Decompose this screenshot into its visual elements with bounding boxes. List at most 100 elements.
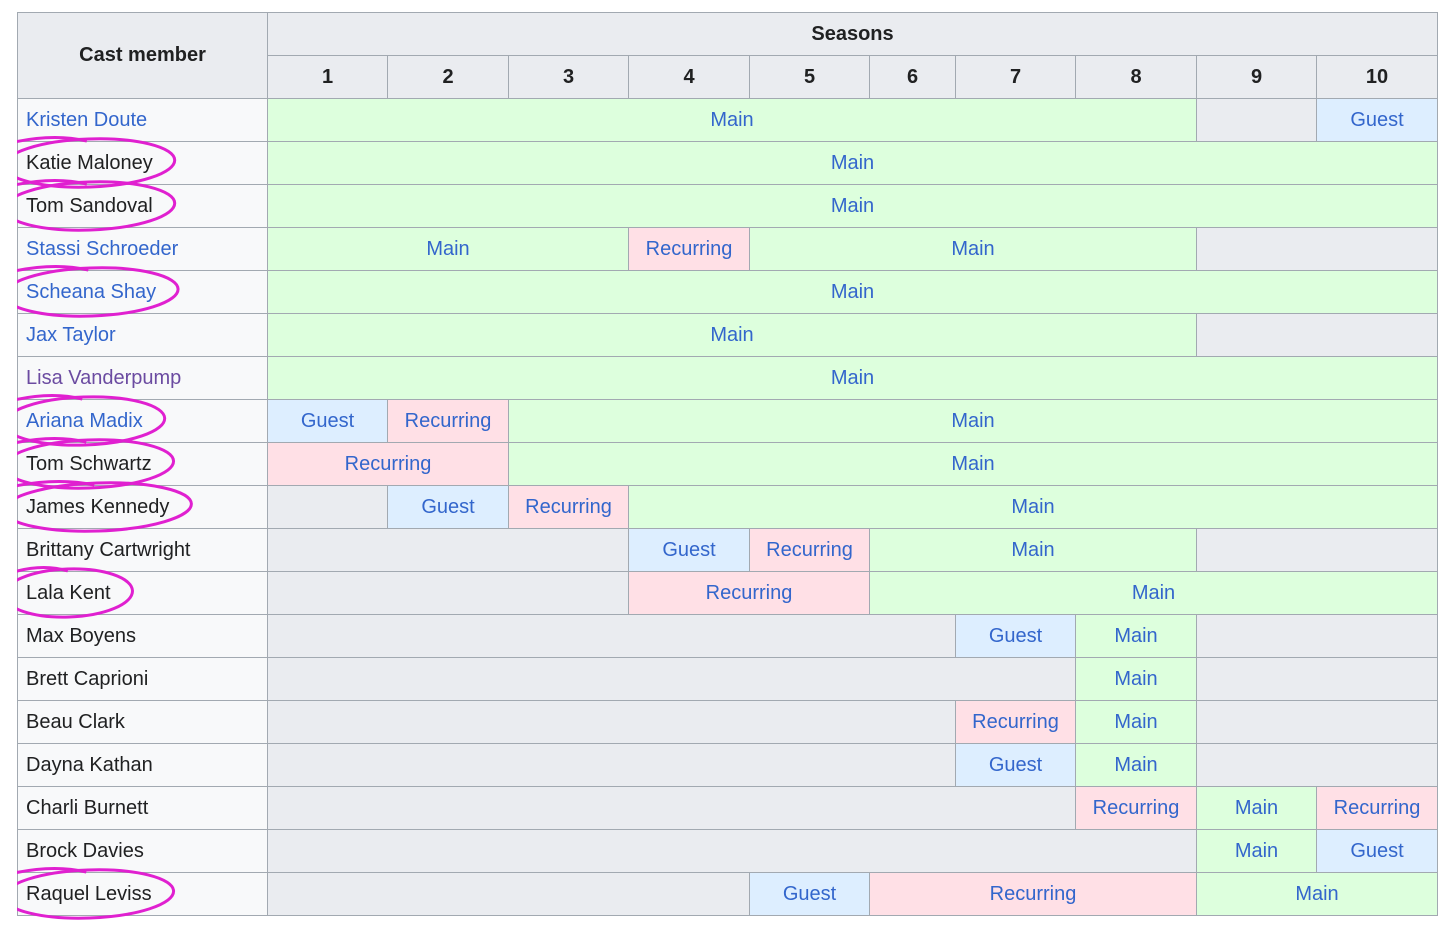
cast-member-header: Cast member — [17, 12, 268, 99]
status-cell-main: Main — [1075, 657, 1197, 701]
cast-member-name: Tom Sandoval — [17, 184, 268, 228]
status-cell-main: Main — [508, 442, 1438, 486]
status-cell-none — [267, 786, 1076, 830]
season-header-5: 5 — [749, 55, 870, 99]
cast-member-name[interactable]: Ariana Madix — [17, 399, 268, 443]
table-row: Scheana Shay Main — [17, 270, 1438, 314]
status-cell-main: Main — [1075, 743, 1197, 787]
status-cell-main: Main — [267, 270, 1438, 314]
status-cell-recurring: Recurring — [628, 227, 750, 271]
status-cell-guest: Guest — [1316, 829, 1438, 873]
cast-member-name: Lala Kent — [17, 571, 268, 615]
cast-member-name[interactable]: Scheana Shay — [17, 270, 268, 314]
status-cell-main: Main — [267, 313, 1197, 357]
status-cell-guest: Guest — [628, 528, 750, 572]
table-row: Kristen Doute Main Guest — [17, 98, 1438, 142]
status-cell-recurring: Recurring — [869, 872, 1197, 916]
status-cell-none — [1196, 743, 1438, 787]
status-cell-main: Main — [267, 98, 1197, 142]
status-cell-guest: Guest — [955, 614, 1076, 658]
status-cell-none — [267, 872, 750, 916]
table-row: Beau Clark Recurring Main — [17, 700, 1438, 744]
status-cell-main: Main — [869, 528, 1197, 572]
season-header-7: 7 — [955, 55, 1076, 99]
season-header-2: 2 — [387, 55, 509, 99]
status-cell-recurring: Recurring — [749, 528, 870, 572]
status-cell-none — [267, 614, 956, 658]
season-header-8: 8 — [1075, 55, 1197, 99]
table-row: Brett Caprioni Main — [17, 657, 1438, 701]
cast-table-wrapper: Cast member Seasons 1 2 3 4 5 6 7 8 9 10 Kristen … — [17, 12, 1438, 920]
status-cell-main: Main — [1075, 700, 1197, 744]
table-row: Lala Kent Recurring Main — [17, 571, 1438, 615]
cast-member-name: Charli Burnett — [17, 786, 268, 830]
status-cell-none — [1196, 313, 1438, 357]
status-cell-guest: Guest — [749, 872, 870, 916]
cast-member-name: James Kennedy — [17, 485, 268, 529]
status-cell-recurring: Recurring — [955, 700, 1076, 744]
season-header-4: 4 — [628, 55, 750, 99]
status-cell-none — [267, 528, 629, 572]
cast-member-name: Brett Caprioni — [17, 657, 268, 701]
table-row: Tom Schwartz Recurring Main — [17, 442, 1438, 486]
status-cell-none — [267, 571, 629, 615]
status-cell-main: Main — [1196, 786, 1317, 830]
status-cell-main: Main — [1196, 872, 1438, 916]
table-row: Stassi Schroeder Main Recurring Main — [17, 227, 1438, 271]
status-cell-guest: Guest — [955, 743, 1076, 787]
cast-member-name: Dayna Kathan — [17, 743, 268, 787]
table-row: Tom Sandoval Main — [17, 184, 1438, 228]
cast-member-name: Brittany Cartwright — [17, 528, 268, 572]
table-row: Brittany Cartwright Guest Recurring Main — [17, 528, 1438, 572]
table-row: Jax Taylor Main — [17, 313, 1438, 357]
table-row: Lisa Vanderpump Main — [17, 356, 1438, 400]
status-cell-main: Main — [267, 184, 1438, 228]
status-cell-main: Main — [749, 227, 1197, 271]
season-header-1: 1 — [267, 55, 388, 99]
season-header-10: 10 — [1316, 55, 1438, 99]
cast-member-name[interactable]: Stassi Schroeder — [17, 227, 268, 271]
status-cell-none — [267, 700, 956, 744]
status-cell-guest: Guest — [1316, 98, 1438, 142]
status-cell-none — [267, 485, 388, 529]
status-cell-main: Main — [869, 571, 1438, 615]
cast-table: Cast member Seasons 1 2 3 4 5 6 7 8 9 10 Kristen … — [17, 12, 1438, 916]
table-row: Katie Maloney Main — [17, 141, 1438, 185]
cast-member-name: Beau Clark — [17, 700, 268, 744]
table-row: Ariana Madix Guest Recurring Main — [17, 399, 1438, 443]
cast-member-name: Katie Maloney — [17, 141, 268, 185]
status-cell-main: Main — [267, 141, 1438, 185]
status-cell-main: Main — [628, 485, 1438, 529]
status-cell-none — [1196, 657, 1438, 701]
table-row: Dayna Kathan Guest Main — [17, 743, 1438, 787]
status-cell-none — [267, 829, 1197, 873]
cast-member-name: Raquel Leviss — [17, 872, 268, 916]
season-header-9: 9 — [1196, 55, 1317, 99]
table-row: James Kennedy Guest Recurring Main — [17, 485, 1438, 529]
cast-member-name[interactable]: Kristen Doute — [17, 98, 268, 142]
status-cell-none — [1196, 98, 1317, 142]
season-header-6: 6 — [869, 55, 956, 99]
status-cell-guest: Guest — [387, 485, 509, 529]
cast-member-name[interactable]: Lisa Vanderpump — [17, 356, 268, 400]
status-cell-none — [1196, 700, 1438, 744]
status-cell-none — [1196, 528, 1438, 572]
status-cell-main: Main — [508, 399, 1438, 443]
status-cell-none — [267, 743, 956, 787]
status-cell-none — [267, 657, 1076, 701]
table-row: Raquel Leviss Guest Recurring Main — [17, 872, 1438, 916]
status-cell-recurring: Recurring — [1316, 786, 1438, 830]
cast-member-name[interactable]: Jax Taylor — [17, 313, 268, 357]
status-cell-main: Main — [1075, 614, 1197, 658]
cast-table-body: Kristen Doute Main Guest Katie Maloney Main T… — [17, 98, 1438, 916]
status-cell-recurring: Recurring — [508, 485, 629, 529]
status-cell-none — [1196, 227, 1438, 271]
season-number-row: 1 2 3 4 5 6 7 8 9 10 — [18, 55, 1438, 99]
status-cell-main: Main — [267, 356, 1438, 400]
cast-member-name: Brock Davies — [17, 829, 268, 873]
table-row: Charli Burnett Recurring Main Recurring — [17, 786, 1438, 830]
season-header-3: 3 — [508, 55, 629, 99]
status-cell-main: Main — [267, 227, 629, 271]
table-row: Brock Davies Main Guest — [17, 829, 1438, 873]
status-cell-recurring: Recurring — [267, 442, 509, 486]
